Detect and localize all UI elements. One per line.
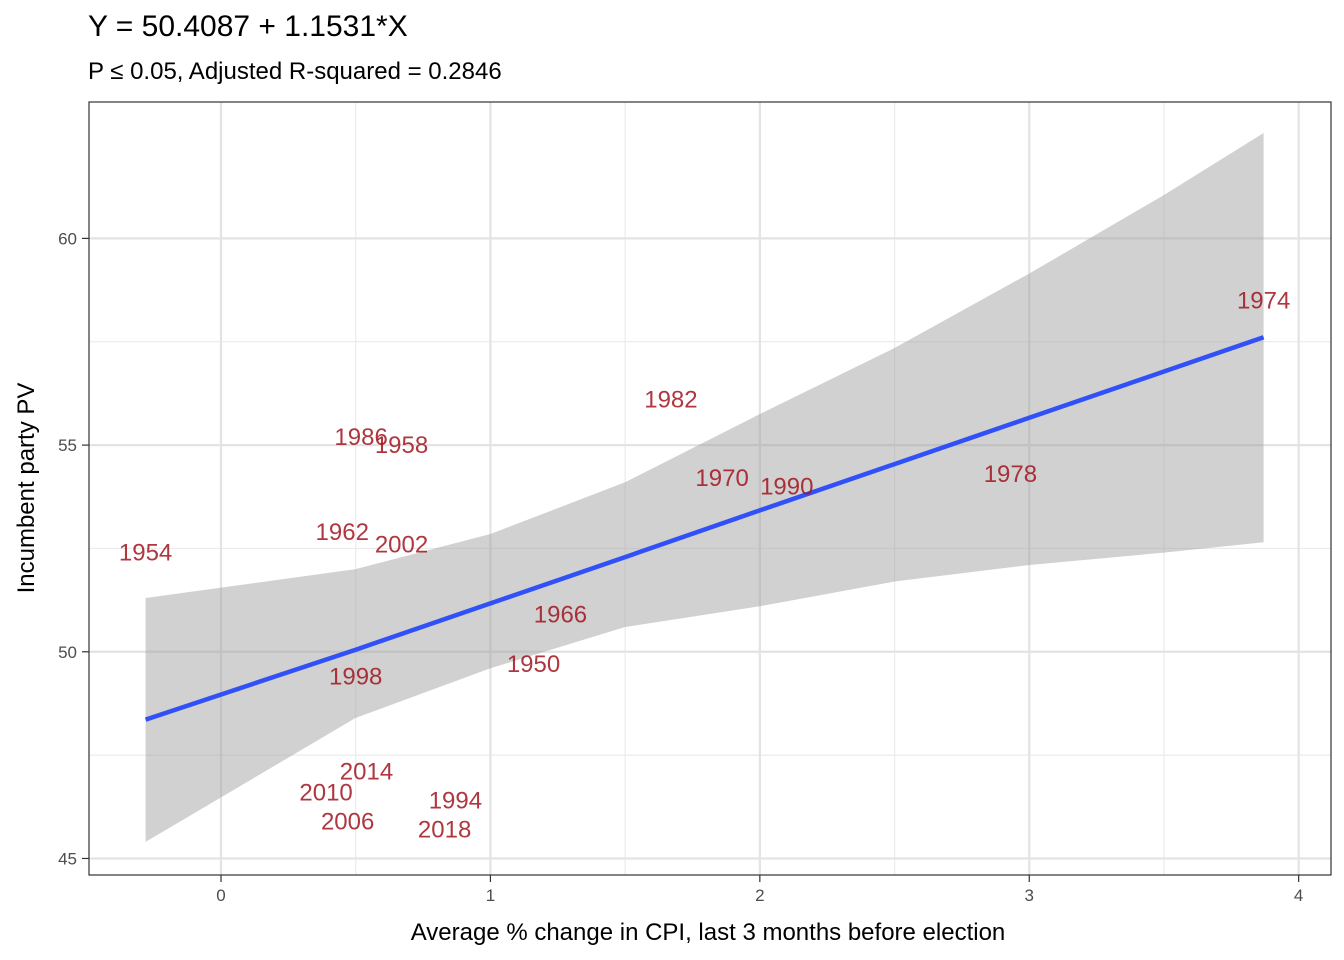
point-label-2006: 2006 (321, 808, 374, 835)
point-label-2010: 2010 (299, 779, 352, 806)
minor-gridlines (89, 102, 1331, 875)
x-tick-label: 3 (1025, 886, 1034, 905)
y-tick-label: 60 (58, 229, 77, 248)
x-axis-title: Average % change in CPI, last 3 months b… (411, 919, 1006, 946)
confidence-band (145, 133, 1264, 842)
x-tick-label: 0 (216, 886, 225, 905)
point-label-1986: 1986 (334, 424, 387, 451)
point-label-1958: 1958 (375, 432, 428, 459)
regression-line (144, 335, 1265, 722)
major-gridlines (89, 102, 1331, 875)
x-tick-label: 4 (1294, 886, 1303, 905)
point-label-1994: 1994 (429, 788, 482, 815)
point-label-1990: 1990 (760, 473, 813, 500)
point-label-1962: 1962 (316, 519, 369, 546)
point-label-2002: 2002 (375, 531, 428, 558)
point-label-1966: 1966 (534, 602, 587, 629)
point-label-1974: 1974 (1237, 287, 1290, 314)
point-label-1970: 1970 (695, 465, 748, 492)
point-labels: 1950 1954 1958 1962 1966 1970 1974 1978 1982 1986… (119, 287, 1290, 843)
x-axis-ticks: 0 1 2 3 4 (216, 875, 1303, 905)
y-axis-title: Incumbent party PV (13, 383, 40, 594)
point-label-2014: 2014 (340, 759, 393, 786)
y-tick-label: 50 (58, 643, 77, 662)
point-label-1998: 1998 (329, 664, 382, 691)
y-tick-label: 45 (58, 849, 77, 868)
point-label-1950: 1950 (507, 651, 560, 678)
chart-subtitle: P ≤ 0.05, Adjusted R-squared = 0.2846 (88, 58, 502, 85)
point-label-1982: 1982 (644, 387, 697, 414)
point-label-2018: 2018 (418, 817, 471, 844)
x-tick-label: 2 (755, 886, 764, 905)
point-label-1954: 1954 (119, 540, 172, 567)
panel-border (88, 101, 1332, 876)
y-axis-ticks: 45 50 55 60 (58, 229, 89, 868)
x-tick-label: 1 (486, 886, 495, 905)
point-label-1978: 1978 (984, 461, 1037, 488)
y-tick-label: 55 (58, 436, 77, 455)
chart-title: Y = 50.4087 + 1.1531*X (88, 10, 408, 43)
